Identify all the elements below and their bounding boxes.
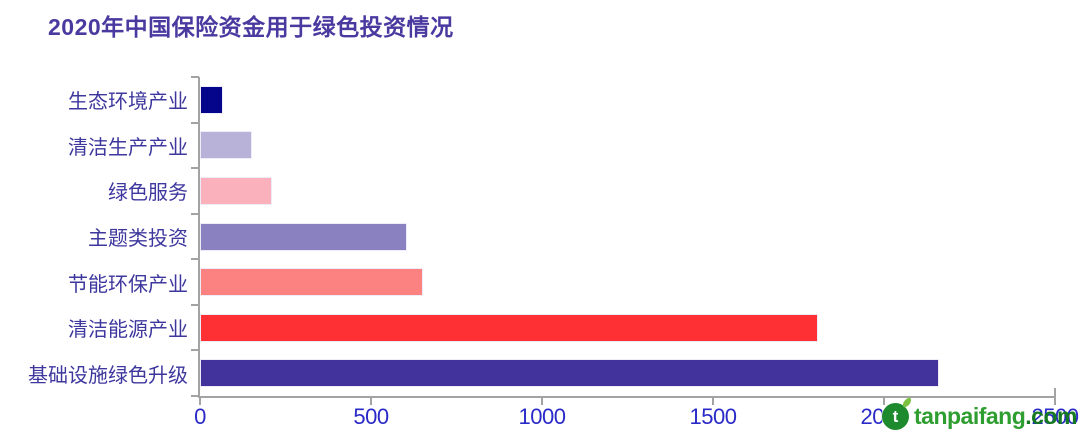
- x-axis-line: [198, 396, 1056, 398]
- category-label: 节能环保产业: [68, 273, 188, 296]
- y-axis-tick: [191, 303, 199, 306]
- bar: [201, 177, 271, 204]
- y-axis-tick: [191, 395, 199, 397]
- x-axis-end-tick: [1054, 388, 1056, 396]
- category-label: 生态环境产业: [68, 91, 188, 114]
- x-axis-tick: [541, 398, 543, 405]
- x-tick-label: 1500: [689, 404, 737, 429]
- category-label: 主题类投资: [88, 227, 188, 250]
- x-axis-tick: [370, 398, 372, 405]
- x-axis-tick: [883, 398, 885, 405]
- category-label: 绿色服务: [108, 182, 188, 205]
- bar: [201, 223, 406, 250]
- chart-title: 2020年中国保险资金用于绿色投资情况: [48, 14, 454, 40]
- watermark: t tanpaifang.com: [882, 396, 1077, 432]
- x-tick-label: 2500: [1031, 404, 1079, 429]
- category-label: 清洁能源产业: [68, 319, 188, 342]
- y-axis-tick: [191, 258, 199, 261]
- x-tick-label: 500: [353, 404, 389, 429]
- bar: [201, 360, 938, 387]
- bar: [201, 269, 422, 296]
- y-axis-tick: [191, 121, 199, 124]
- y-axis-line: [198, 77, 200, 398]
- x-tick-label: 1000: [518, 404, 566, 429]
- x-axis-tick: [1054, 398, 1056, 405]
- bar: [201, 132, 251, 159]
- category-label: 清洁生产产业: [68, 136, 188, 159]
- tanpaifang-logo-icon: t: [882, 396, 914, 430]
- bar: [201, 314, 817, 341]
- x-axis-tick: [199, 398, 201, 405]
- category-label: 基础设施绿色升级: [28, 364, 188, 387]
- watermark-text-suffix: .com: [1025, 402, 1077, 429]
- watermark-text: tanpaifang.com: [914, 403, 1077, 430]
- y-axis-tick: [191, 349, 199, 352]
- x-tick-label: 0: [194, 404, 206, 429]
- leaf-icon: [900, 396, 914, 408]
- y-axis-tick: [191, 167, 199, 170]
- bar: [201, 86, 222, 113]
- y-axis-tick: [191, 76, 199, 78]
- watermark-text-main: tanpaifang: [914, 402, 1026, 429]
- x-axis-tick: [712, 398, 714, 405]
- y-axis-tick: [191, 212, 199, 215]
